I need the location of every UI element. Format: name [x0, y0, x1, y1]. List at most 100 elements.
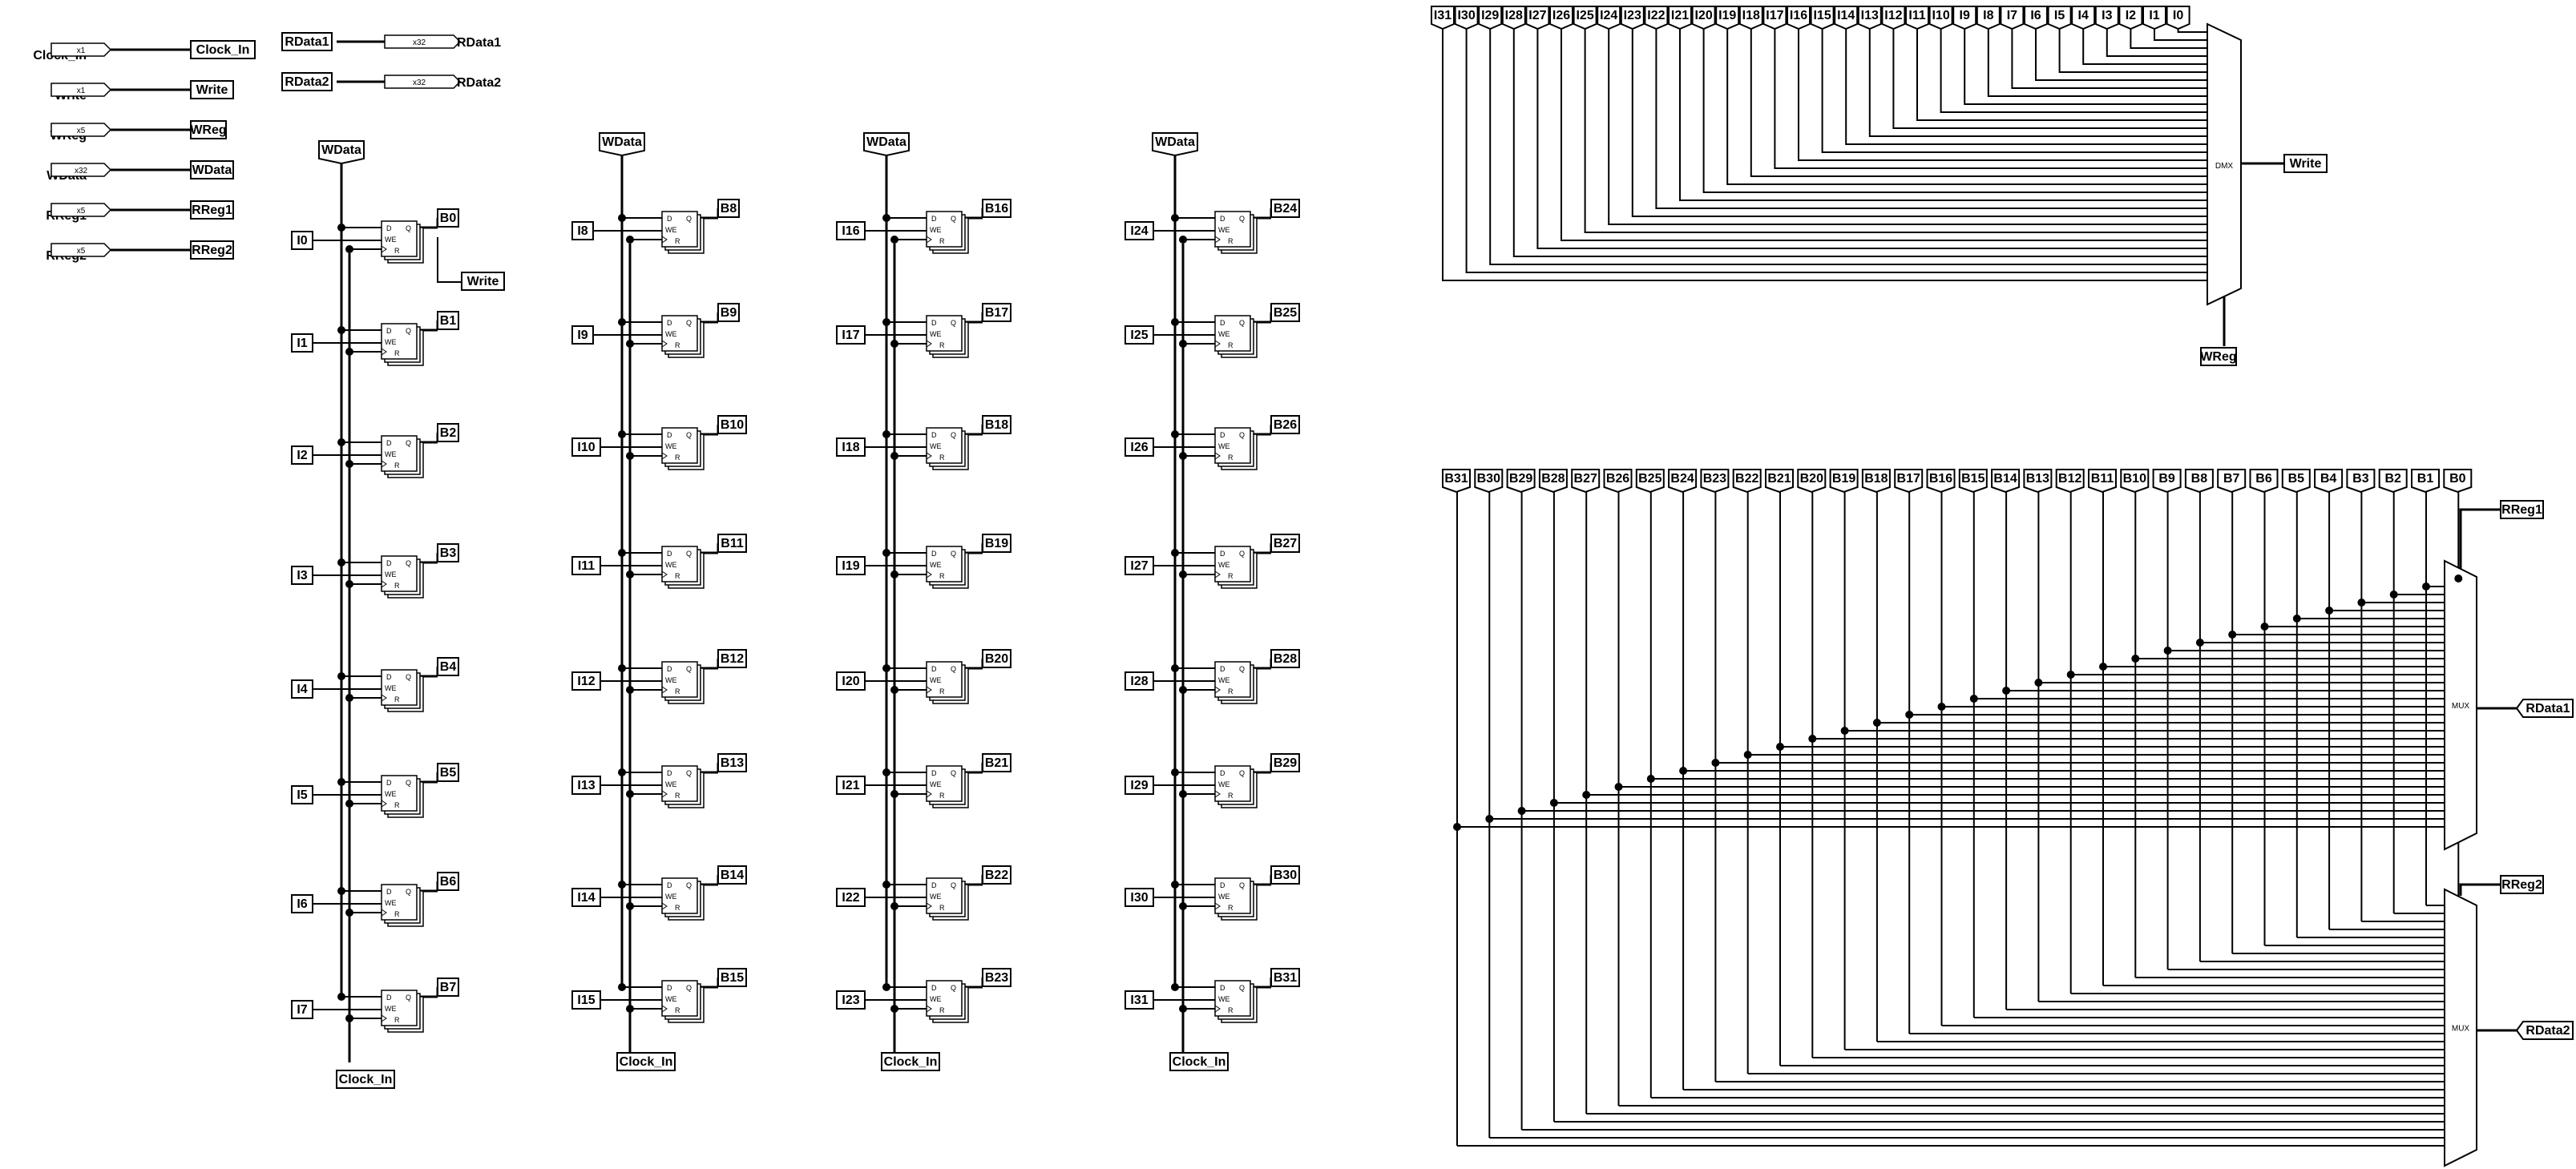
- clock-glyph: [926, 340, 932, 348]
- ff-q-label: Q: [406, 559, 411, 567]
- enable-tag: I6: [297, 897, 307, 911]
- demux-top-tag: I24: [1600, 9, 1617, 22]
- junction-dot: [1646, 775, 1655, 783]
- enable-tag-box: [836, 437, 866, 457]
- clock-glyph: [926, 570, 932, 578]
- wire: [1987, 29, 2207, 97]
- junction-dot: [1179, 452, 1187, 460]
- junction-dot: [1485, 815, 1494, 823]
- mux-top-tag-box: [1894, 469, 1924, 494]
- mux-top-tag: B19: [1832, 472, 1855, 486]
- ff-we-label: WE: [385, 790, 397, 798]
- ff-r-label: R: [1228, 1006, 1233, 1014]
- demux-top-tag: I16: [1790, 9, 1807, 22]
- mux-output-tag-box: [2515, 699, 2574, 718]
- enable-tag-box: [836, 325, 866, 345]
- enable-tag-box: [571, 990, 601, 1010]
- ff-d-label: D: [1220, 881, 1225, 889]
- clock-tag-box: [1169, 1052, 1229, 1071]
- mux-label: MUX: [2452, 702, 2470, 711]
- demux-top-tag: I0: [2173, 9, 2183, 22]
- junction-dot: [882, 318, 890, 326]
- ff-d-label: D: [667, 665, 672, 673]
- ff-d-label: D: [931, 665, 937, 673]
- ff-q-label: Q: [1239, 431, 1245, 439]
- output-tag-box: [1270, 199, 1300, 218]
- output-tag-box: [437, 543, 459, 562]
- output-tag: B23: [985, 971, 1008, 985]
- clock-tag-box: [881, 1052, 940, 1071]
- ff-r-label: R: [394, 247, 400, 255]
- enable-tag: I28: [1130, 675, 1148, 688]
- enable-tag: I26: [1130, 441, 1148, 454]
- junction-dot: [1517, 807, 1526, 815]
- clock-glyph: [926, 902, 932, 910]
- junction-dot: [1171, 318, 1179, 326]
- demux-top-tag-box: [1787, 6, 1811, 30]
- output-tag-box: [717, 534, 747, 553]
- ff-r-label: R: [1228, 904, 1233, 912]
- mux-select-tag-box: [2500, 875, 2544, 894]
- demux-top-tag: I4: [2078, 9, 2089, 22]
- clock-glyph: [661, 570, 668, 578]
- output-tag-box: [717, 199, 740, 218]
- wdata-tag-box: [599, 132, 645, 157]
- enable-tag-box: [571, 671, 601, 691]
- demux-top-tag-box: [1691, 6, 1716, 30]
- clock-glyph: [661, 790, 668, 798]
- ff-q-label: Q: [406, 673, 411, 681]
- write-tag: Write: [467, 275, 499, 288]
- wire: [1774, 29, 2207, 169]
- mux-top-tag-box: [2249, 469, 2279, 494]
- demux-top-tag: I3: [2102, 9, 2112, 22]
- junction-dot: [890, 340, 898, 348]
- flip-flop-box: [661, 546, 698, 582]
- junction-dot: [1179, 790, 1187, 798]
- output-tag-box: [982, 199, 1011, 218]
- wire: [1940, 29, 2207, 113]
- clock-tag: Clock_In: [620, 1055, 673, 1069]
- demux-top-tag-box: [1620, 6, 1645, 30]
- junction-dot: [2325, 607, 2334, 615]
- enable-tag-box: [571, 437, 601, 457]
- mux-top-tag-box: [1732, 469, 1762, 494]
- ff-d-label: D: [667, 550, 672, 558]
- ff-r-label: R: [394, 349, 400, 357]
- mux-top-tag: B6: [2255, 472, 2272, 486]
- clock-glyph: [381, 694, 387, 702]
- ff-we-label: WE: [930, 330, 942, 338]
- junction-dot: [626, 570, 634, 578]
- flip-flop-box: [381, 555, 418, 592]
- mux-top-tag: B20: [1800, 472, 1823, 486]
- ff-r-label: R: [1228, 792, 1233, 800]
- flip-flop-box: [381, 775, 418, 812]
- ff-r-label: R: [675, 453, 680, 462]
- mux-top-tag-box: [1603, 469, 1633, 494]
- junction-dot: [1872, 719, 1881, 727]
- output-tag-box: [437, 978, 459, 997]
- junction-dot: [1179, 340, 1187, 348]
- wire: [1750, 29, 2207, 177]
- clock-glyph: [1214, 236, 1221, 244]
- demux-top-tag-box: [1952, 6, 1977, 30]
- demux-top-tag-box: [2094, 6, 2119, 30]
- ff-d-label: D: [386, 559, 392, 567]
- junction-dot: [2228, 631, 2237, 639]
- demux-top-tag-box: [1905, 6, 1929, 30]
- output-tag-box: [982, 649, 1011, 668]
- junction-dot: [1969, 695, 1978, 703]
- flip-flop-box: [661, 765, 698, 802]
- output-tag: B16: [985, 202, 1008, 216]
- mux-top-tag-box: [1442, 469, 1471, 494]
- wire: [1655, 29, 2207, 209]
- output-tag: B14: [721, 869, 744, 882]
- ff-r-label: R: [939, 904, 945, 912]
- ff-d-label: D: [667, 881, 672, 889]
- mux-top-tag: B7: [2223, 472, 2240, 486]
- pin-tag: RReg2: [192, 244, 232, 257]
- mux-top-tag-box: [1958, 469, 1988, 494]
- clock-tag: Clock_In: [339, 1073, 393, 1086]
- junction-dot: [882, 983, 890, 991]
- ff-r-label: R: [939, 237, 945, 245]
- ff-we-label: WE: [1218, 226, 1230, 234]
